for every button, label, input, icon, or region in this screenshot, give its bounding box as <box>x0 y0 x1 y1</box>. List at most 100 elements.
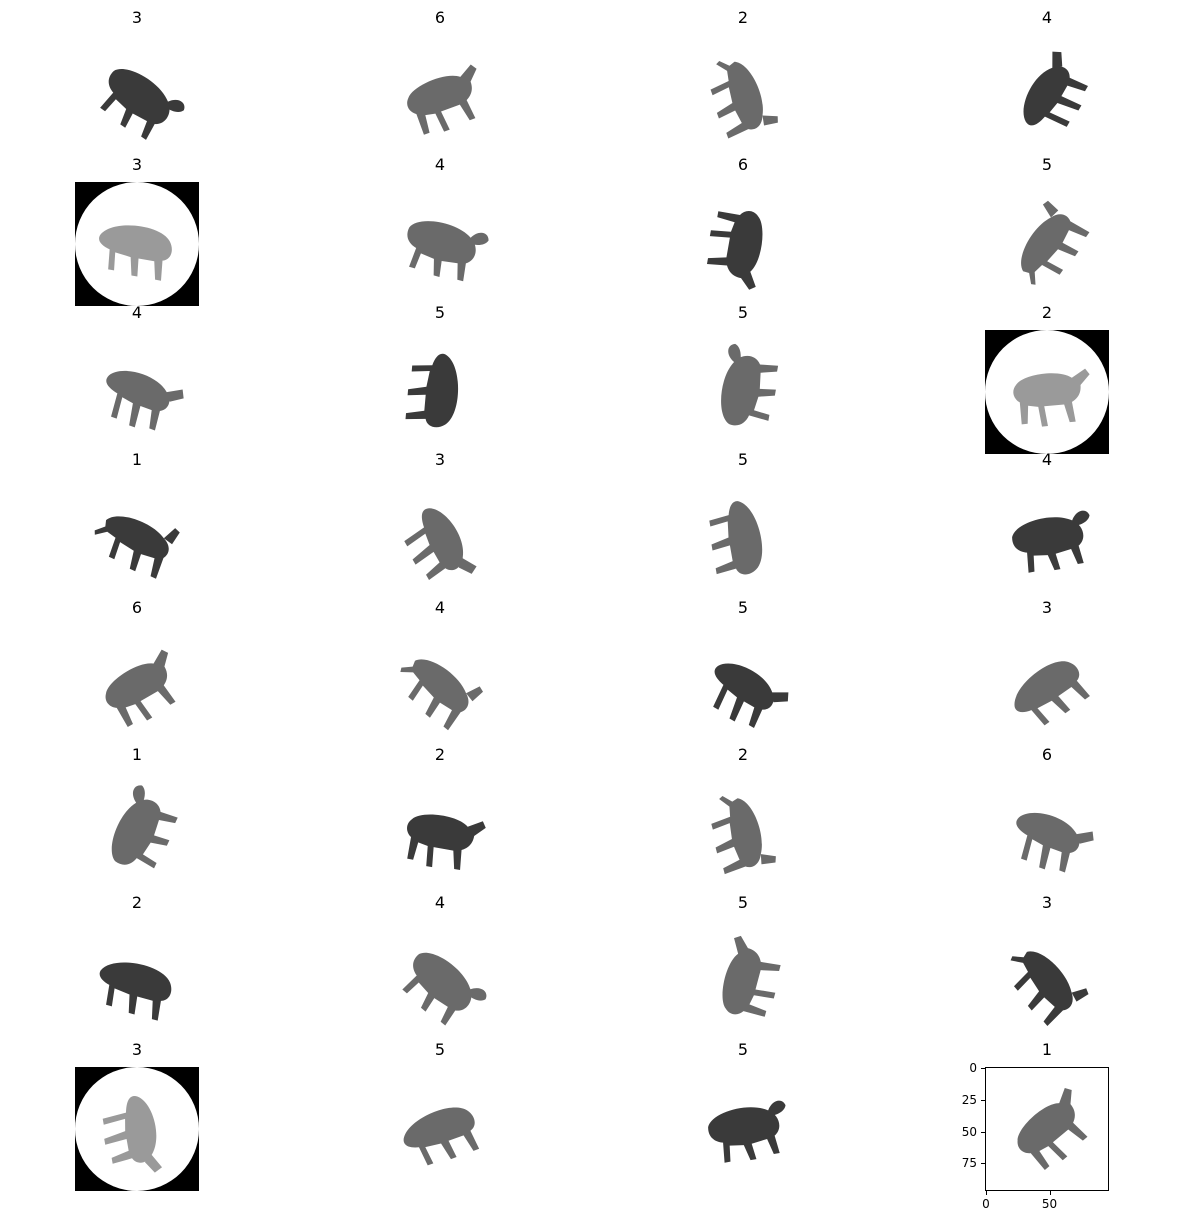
grid-cell: 6 <box>378 9 502 159</box>
grid-cell: 2 <box>681 746 805 896</box>
grid-cell: 3 <box>75 156 199 306</box>
y-tick-label: 0 <box>969 1061 977 1075</box>
grid-cell: 5 <box>681 304 805 454</box>
cell-image <box>681 625 805 749</box>
cell-title: 1 <box>131 745 143 764</box>
cell-image <box>378 477 502 601</box>
animal-silhouette <box>100 69 185 140</box>
grid-cell: 4 <box>378 894 502 1044</box>
animal-silhouette <box>407 221 489 282</box>
cell-image <box>985 772 1109 896</box>
cell-title: 3 <box>131 8 143 27</box>
cell-image <box>75 1067 199 1191</box>
animal-silhouette <box>1014 661 1090 726</box>
animal-silhouette <box>706 211 763 290</box>
animal-silhouette <box>721 343 779 426</box>
cell-title: 3 <box>131 1040 143 1059</box>
cell-title: 6 <box>1041 745 1053 764</box>
cell-image <box>985 1067 1109 1191</box>
cell-title: 4 <box>1041 450 1053 469</box>
grid-cell: 3 <box>378 451 502 601</box>
cell-title: 5 <box>737 303 749 322</box>
grid-cell: 4 <box>75 304 199 454</box>
cell-image <box>378 330 502 454</box>
cell-image <box>681 182 805 306</box>
cell-image <box>985 35 1109 159</box>
grid-cell: 5 <box>378 1041 502 1191</box>
cell-image <box>985 182 1109 306</box>
y-tick-mark <box>981 1068 985 1069</box>
cell-title: 3 <box>131 155 143 174</box>
cell-title: 4 <box>434 598 446 617</box>
animal-silhouette <box>106 370 184 431</box>
animal-silhouette <box>405 353 459 428</box>
cell-image <box>378 182 502 306</box>
grid-cell: 5 <box>681 599 805 749</box>
cell-image <box>75 35 199 159</box>
grid-cell: 1 0 25 50 75 0 50 <box>962 1040 1109 1211</box>
x-tick-mark <box>1049 1191 1051 1195</box>
grid-cell: 6 <box>985 746 1109 896</box>
grid-cell: 3 <box>75 1041 199 1191</box>
animal-silhouette <box>1016 812 1094 873</box>
y-tick-label: 50 <box>961 1124 977 1139</box>
cell-title: 5 <box>434 1040 446 1059</box>
cell-title: 5 <box>1041 155 1053 174</box>
animal-silhouette <box>713 663 789 728</box>
cell-image <box>75 477 199 601</box>
axes-frame <box>985 1067 1109 1191</box>
animal-silhouette <box>99 225 172 281</box>
cell-title: 2 <box>1041 303 1053 322</box>
animal-silhouette <box>722 935 781 1017</box>
cell-title: 5 <box>737 893 749 912</box>
animal-silhouette <box>400 659 484 731</box>
cell-image <box>985 625 1109 749</box>
cell-title: 4 <box>434 155 446 174</box>
cell-image <box>75 182 199 306</box>
grid-cell: 2 <box>681 9 805 159</box>
cell-title: 4 <box>1041 8 1053 27</box>
y-tick-mark <box>981 1163 985 1165</box>
animal-silhouette <box>102 1095 163 1173</box>
cell-title: 2 <box>131 893 143 912</box>
cell-image <box>75 330 199 454</box>
cell-image <box>985 920 1109 1044</box>
cell-image <box>378 35 502 159</box>
cell-title: 6 <box>737 155 749 174</box>
grid-cell: 2 <box>75 894 199 1044</box>
cell-image <box>985 330 1109 454</box>
animal-silhouette <box>1012 510 1090 573</box>
animal-silhouette <box>709 501 763 575</box>
animal-silhouette <box>111 785 178 869</box>
animal-silhouette <box>407 64 477 135</box>
animal-silhouette <box>1021 200 1090 285</box>
cell-title: 4 <box>131 303 143 322</box>
animal-silhouette <box>711 796 776 875</box>
grid-cell: 4 <box>985 9 1109 159</box>
grid-cell: 5 <box>681 1041 805 1191</box>
grid-cell: 4 <box>985 451 1109 601</box>
cell-image <box>681 330 805 454</box>
animal-silhouette <box>710 60 778 139</box>
animal-silhouette <box>105 649 176 727</box>
grid-cell: 3 <box>985 894 1109 1044</box>
grid-cell: 5 <box>378 304 502 454</box>
cell-title: 6 <box>131 598 143 617</box>
grid-cell: 3 <box>75 9 199 159</box>
animal-silhouette <box>1023 51 1088 127</box>
grid-cell: 4 <box>378 156 502 306</box>
cell-image <box>378 772 502 896</box>
animal-silhouette <box>407 814 486 871</box>
cell-title: 3 <box>1041 598 1053 617</box>
grid-cell: 1 <box>75 746 199 896</box>
cell-title: 3 <box>1041 893 1053 912</box>
animal-silhouette <box>402 952 487 1026</box>
cell-title: 5 <box>737 1040 749 1059</box>
grid-cell: 6 <box>75 599 199 749</box>
cell-image <box>378 1067 502 1191</box>
cell-title: 1 <box>1041 1040 1053 1059</box>
cell-image <box>378 625 502 749</box>
cell-image <box>681 35 805 159</box>
animal-silhouette <box>1017 1087 1088 1170</box>
